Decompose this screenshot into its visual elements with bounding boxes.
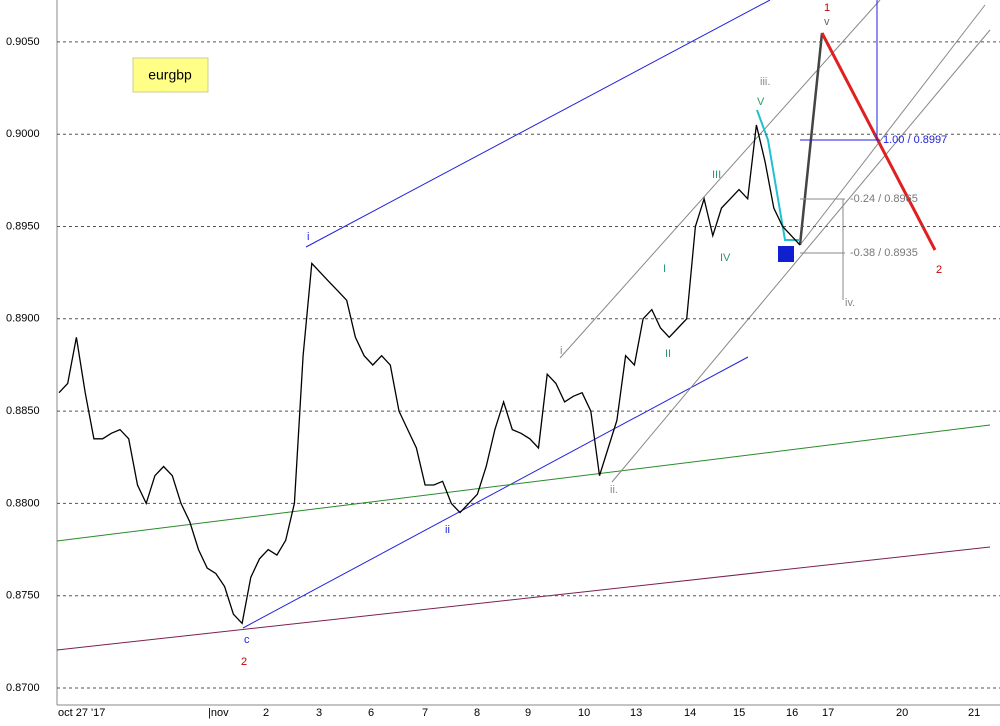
- trendlines: [56, 0, 991, 651]
- wave-label: iii.: [760, 76, 770, 88]
- y-tick-label: 0.9000: [6, 128, 40, 140]
- x-tick-label: 6: [368, 707, 374, 719]
- wave-label: 1: [824, 2, 830, 14]
- x-tick-label: 14: [684, 707, 696, 719]
- channel-line: [559, 0, 881, 359]
- x-tick-label: 8: [474, 707, 480, 719]
- wave-label: III: [712, 169, 721, 181]
- y-tick-label: 0.9050: [6, 36, 40, 48]
- trendline: [242, 356, 749, 629]
- wave-label: 1.00 / 0.8997: [883, 134, 947, 146]
- x-tick-label: 13: [630, 707, 642, 719]
- wave-label: II: [665, 348, 671, 360]
- wave-label: i: [307, 231, 309, 243]
- wave-label: 2: [936, 264, 942, 276]
- y-tick-label: 0.8800: [6, 497, 40, 509]
- wave-line: [756, 109, 800, 241]
- trendline: [56, 424, 991, 542]
- wave-label: IV: [720, 252, 731, 264]
- wave-label: ii: [445, 524, 450, 536]
- y-tick-label: 0.8750: [6, 590, 40, 602]
- x-tick-label: 7: [422, 707, 428, 719]
- trendline: [56, 546, 991, 651]
- wave-label: I: [663, 263, 666, 275]
- x-tick-label: 21: [968, 707, 980, 719]
- wave-label: V: [757, 96, 765, 108]
- symbol-box: [132, 57, 209, 93]
- wave-label: v: [824, 16, 830, 28]
- symbol: eurgbp: [148, 67, 192, 83]
- x-tick-label: 9: [525, 707, 531, 719]
- x-tick-label: 15: [733, 707, 745, 719]
- x-tick-label: 2: [263, 707, 269, 719]
- x-tick-label: 3: [316, 707, 322, 719]
- x-tick-label: 16: [786, 707, 798, 719]
- forecast: [820, 32, 937, 251]
- wave-label: -0.24 / 0.8965: [850, 193, 918, 205]
- wave-label: ii.: [610, 484, 618, 496]
- wave-label: i.: [560, 345, 566, 357]
- wave-label: -0.38 / 0.8935: [850, 247, 918, 259]
- channel-line: [611, 29, 991, 483]
- x-tick-label: |nov: [208, 707, 229, 719]
- x-tick-label: 10: [578, 707, 590, 719]
- channel-line: [799, 4, 986, 246]
- y-tick-label: 0.8900: [6, 313, 40, 325]
- x-tick-label: oct 27 '17: [58, 707, 105, 719]
- x-tick-label: 17: [822, 707, 834, 719]
- wave-label: iv.: [845, 297, 855, 309]
- y-tick-label: 0.8950: [6, 220, 40, 232]
- price-line: [58, 124, 801, 625]
- forecast: [798, 32, 824, 246]
- x-tick-label: 20: [896, 707, 908, 719]
- wave-label: c: [244, 634, 250, 646]
- marker: [778, 246, 794, 262]
- y-tick-label: 0.8850: [6, 405, 40, 417]
- y-tick-label: 0.8700: [6, 682, 40, 694]
- trendline: [305, 0, 771, 248]
- wave-label: 2: [241, 656, 247, 668]
